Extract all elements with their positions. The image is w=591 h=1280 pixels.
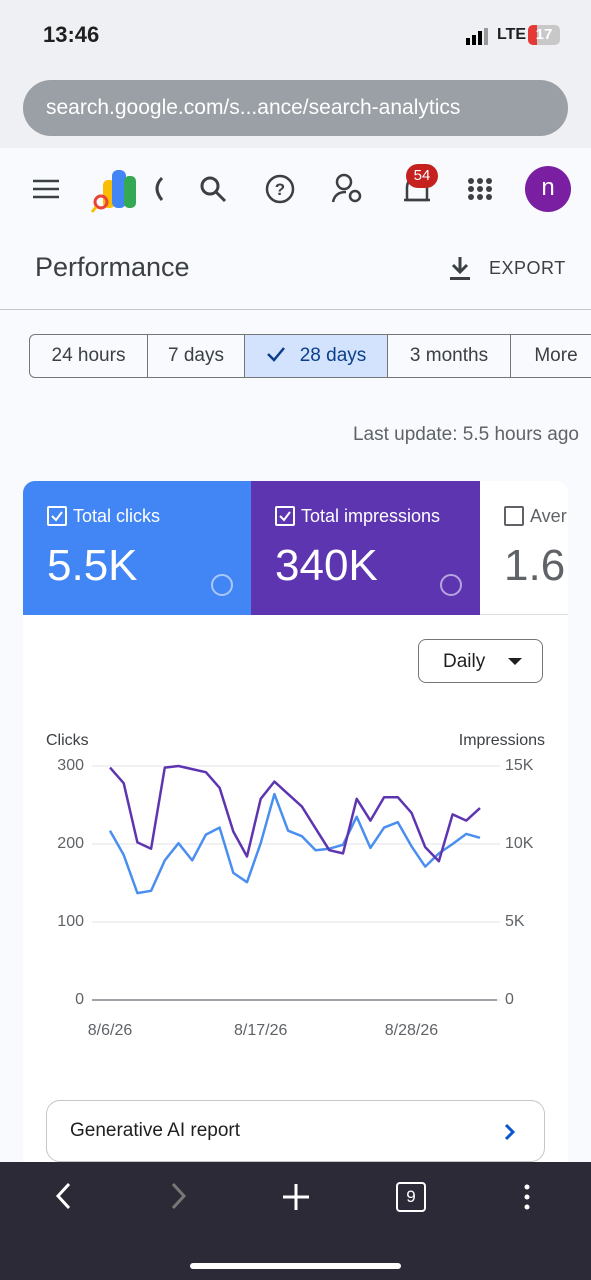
metric-label: Total clicks [73, 506, 161, 526]
checkbox [504, 506, 524, 526]
performance-card: Total clicks 5.5K Total impressions 340K Ave… [23, 481, 568, 1181]
report-label: Generative AI report [70, 1120, 241, 1141]
menu-button[interactable] [524, 1184, 530, 1210]
metric-value: 1.6 [504, 541, 566, 590]
help-icon [211, 574, 233, 596]
date-range-tab[interactable]: 24 hours [29, 334, 148, 378]
browser-nav [0, 1162, 591, 1280]
network: LTE [497, 26, 527, 43]
check-mark [51, 511, 63, 522]
forward-button[interactable] [171, 1182, 187, 1210]
export-icon [450, 257, 470, 280]
y2-tick-label: 0 [505, 991, 514, 1008]
svg-text:?: ? [275, 180, 285, 199]
search-button[interactable] [200, 176, 227, 203]
chevron [504, 1123, 516, 1141]
y-tick-label: 200 [57, 835, 84, 852]
check-icon [266, 347, 285, 362]
account-settings-button[interactable] [331, 173, 362, 203]
export-button[interactable]: EXPORT [489, 258, 566, 278]
date-range-tab[interactable]: More [510, 334, 591, 378]
toolbar: ? [33, 170, 492, 213]
notification-badge: 54 [406, 164, 438, 188]
help-icon [440, 574, 462, 596]
y-tick-label: 0 [75, 991, 84, 1008]
metric-value: 340K [275, 541, 378, 590]
x-tick-label: 8/17/26 [234, 1022, 287, 1039]
date-range-tab[interactable]: 7 days [147, 334, 245, 378]
x-tick-label: 8/6/26 [88, 1022, 133, 1039]
tab-label: 24 hours [51, 345, 126, 366]
battery-level: 17 [535, 26, 553, 43]
y-tick-label: 100 [57, 913, 84, 930]
y2-tick-label: 5K [505, 913, 525, 930]
new-tab-button[interactable] [283, 1184, 309, 1210]
date-range-tab[interactable]: 3 months [387, 334, 511, 378]
clock: 13:46 [43, 22, 100, 47]
report-link[interactable]: Generative AI report [46, 1100, 545, 1162]
interval-dropdown[interactable]: Daily [418, 639, 543, 683]
dropdown-arrow [508, 658, 522, 665]
series-line [109, 764, 481, 863]
check-mark [279, 511, 291, 522]
y2-tick-label: 15K [505, 757, 534, 774]
menu-button[interactable] [33, 179, 59, 199]
battery: 17 [528, 25, 560, 45]
date-range-tab[interactable]: 28 days [244, 334, 388, 378]
metric-label: Total impressions [301, 506, 441, 526]
tab-label: 3 months [409, 345, 489, 366]
avatar[interactable]: n [525, 166, 571, 212]
tab-label: 28 days [299, 345, 367, 366]
back-button[interactable] [55, 1182, 71, 1210]
logo [90, 170, 164, 213]
metric-card[interactable]: Total impressions 340K [251, 481, 480, 615]
metric-label: Aver [530, 506, 567, 526]
metric-card[interactable]: Aver 1.6 [480, 481, 568, 615]
apps-button[interactable] [468, 178, 492, 200]
nav-icons [55, 1182, 530, 1269]
chart: Clicks Impressions 0 100 200 300 0 5K 10K 15K 8/6/… [46, 732, 545, 1039]
metric-value: 5.5K [47, 541, 138, 590]
checkbox [47, 506, 67, 526]
address-bar[interactable]: search.google.com/s...ance/search-analyt… [23, 80, 568, 136]
divider [0, 309, 591, 310]
y2-tick-label: 10K [505, 835, 534, 852]
x-tick-label: 8/28/26 [385, 1022, 438, 1039]
interval: Daily [443, 651, 486, 672]
checkbox [275, 506, 295, 526]
signal-icon [466, 28, 488, 45]
last-update: Last update: 5.5 hours ago [352, 424, 579, 445]
tab-count[interactable]: 9 [396, 1182, 426, 1212]
y2-axis-title: Impressions [459, 732, 545, 749]
date-range-tabs: 24 hours 7 days 28 days 3 months More [29, 334, 591, 378]
y-axis-title: Clicks [46, 732, 89, 749]
help-button[interactable]: ? [265, 174, 295, 204]
home-indicator [190, 1263, 401, 1269]
series-line [108, 792, 481, 895]
tab-label: More [534, 345, 578, 366]
metric-card[interactable]: Total clicks 5.5K [23, 481, 251, 615]
y-tick-label: 300 [57, 757, 84, 774]
page-title: Performance [35, 252, 190, 282]
tab-label: 7 days [168, 345, 224, 366]
